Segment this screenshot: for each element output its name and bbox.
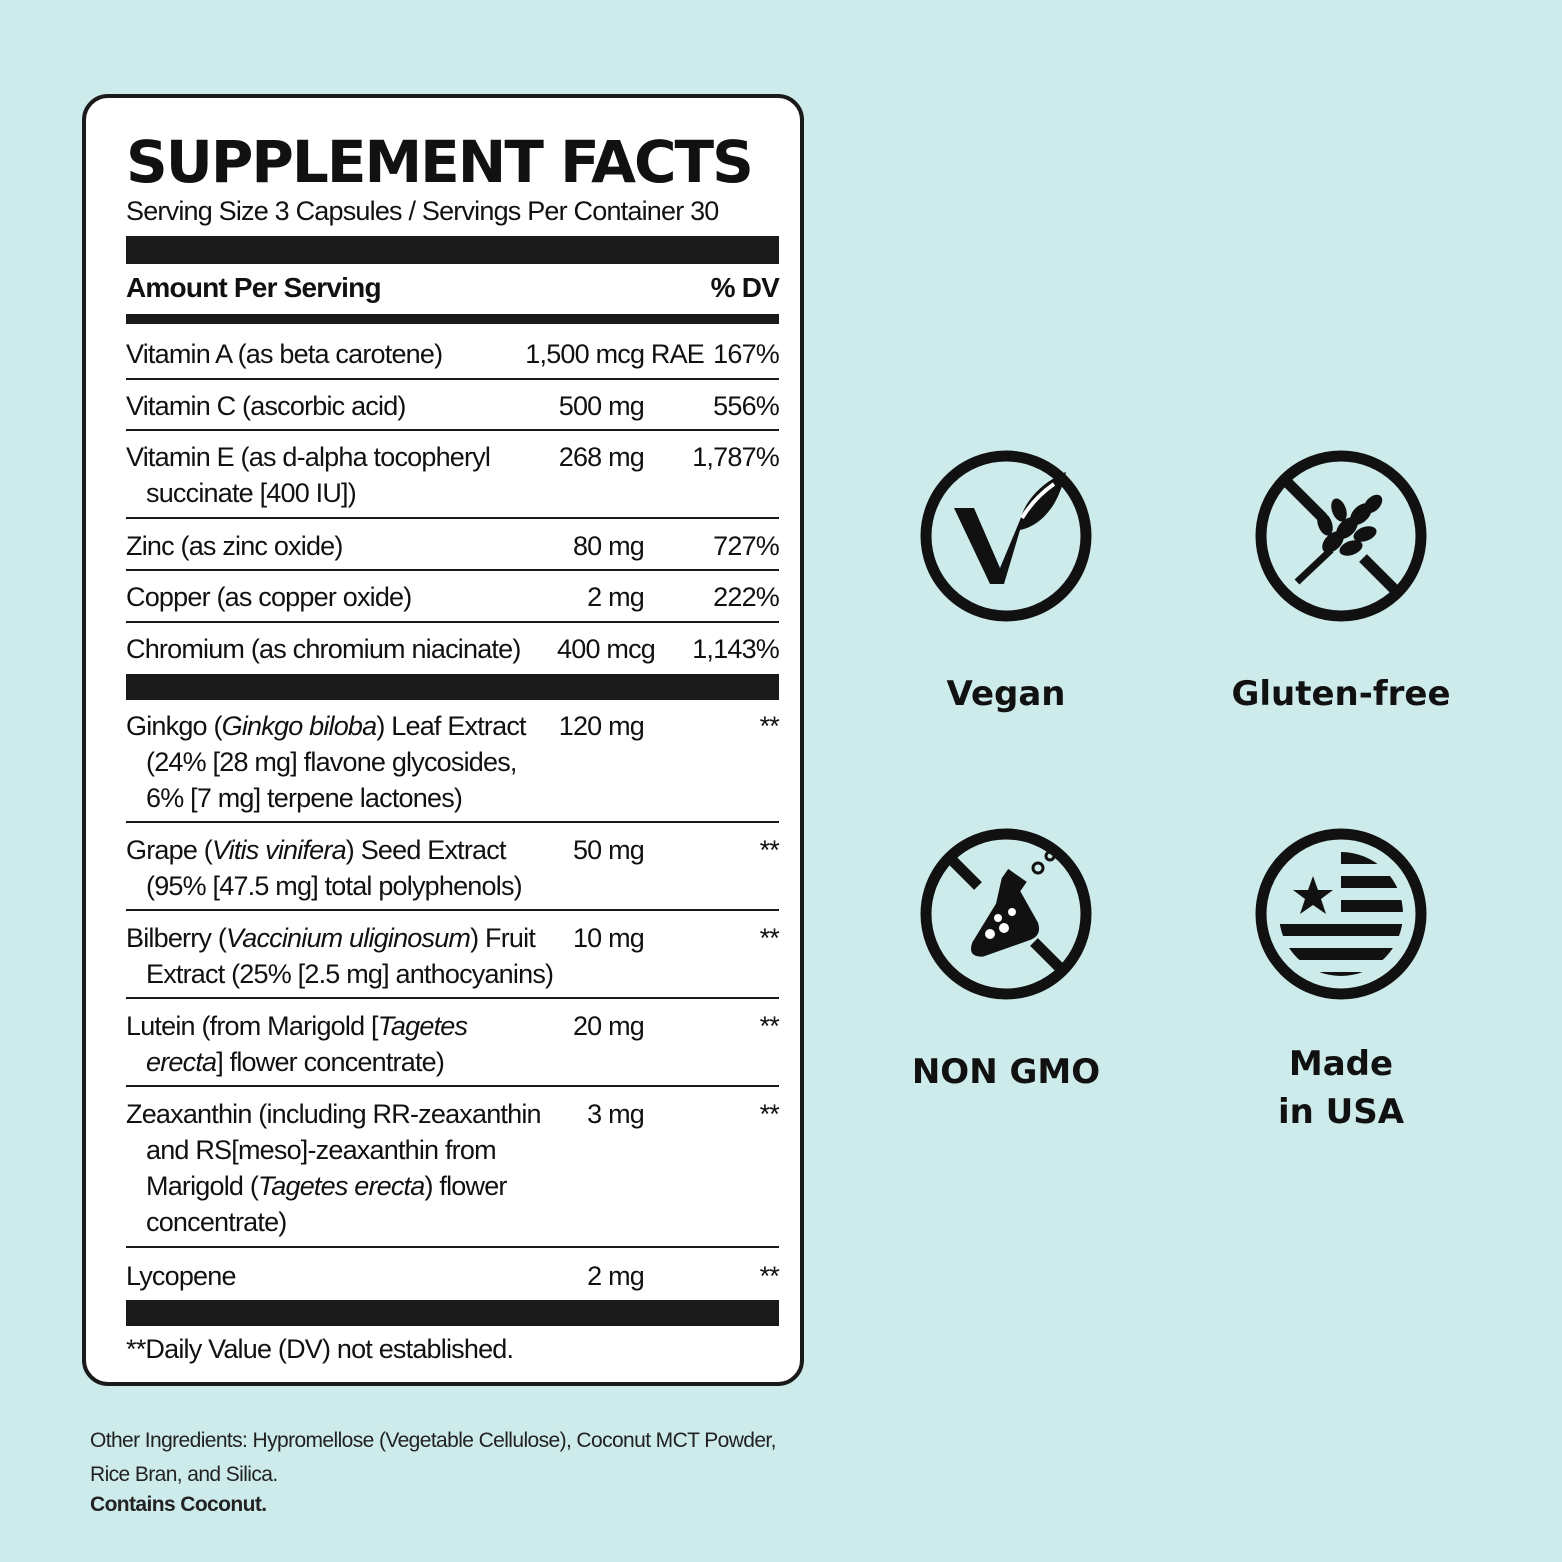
dv-label: % DV: [710, 272, 780, 303]
ingredient-detail: (24% [28 mg] flavone glycosides,: [146, 747, 517, 777]
ingredient-amount: 2 mg: [587, 1261, 645, 1291]
nutrient-amount: 2 mg: [587, 582, 645, 612]
gluten-free-wheat-icon: [1255, 450, 1427, 622]
thick-divider: [126, 1300, 779, 1326]
row-divider: [126, 429, 779, 431]
badge-label: NON GMO: [911, 1052, 1101, 1092]
nutrient-amount: 500 mg: [558, 391, 645, 421]
badge-non-gmo: NON GMO: [841, 824, 1171, 1096]
thick-divider: [126, 236, 779, 264]
non-gmo-flask-icon: [920, 828, 1092, 1000]
nutrient-amount: 80 mg: [572, 531, 645, 561]
usa-flag-icon: [1255, 828, 1427, 1000]
other-ingredients-line1: Other Ingredients: Hypromellose (Vegetab…: [90, 1429, 777, 1452]
dv-footnote: **Daily Value (DV) not established.: [126, 1334, 514, 1364]
thick-divider: [126, 674, 779, 700]
other-ingredients: Other Ingredients: Hypromellose (Vegetab…: [90, 1424, 810, 1518]
row-divider: [126, 569, 779, 571]
nutrient-name-cont: succinate [400 IU]): [146, 478, 357, 508]
serving-info: Serving Size 3 Capsules / Servings Per C…: [126, 196, 719, 226]
amount-per-serving-label: Amount Per Serving: [126, 272, 382, 303]
nutrient-dv: 167%: [713, 339, 780, 369]
ingredient-dv: **: [759, 1261, 780, 1291]
medium-divider: [126, 314, 779, 324]
nutrient-name: Vitamin E (as d-alpha tocopheryl: [126, 442, 491, 472]
other-ingredients-line2: Rice Bran, and Silica.: [90, 1463, 278, 1486]
nutrient-dv: 556%: [713, 391, 780, 421]
row-divider: [126, 909, 779, 911]
ingredient-dv: **: [759, 1011, 780, 1041]
facts-title: SUPPLEMENT FACTS: [126, 128, 754, 196]
badge-label: Vegan: [946, 674, 1066, 714]
allergen-note: Contains Coconut.: [90, 1493, 267, 1516]
nutrient-name: Zinc (as zinc oxide): [126, 531, 343, 561]
ingredient-dv: **: [759, 711, 780, 741]
ingredient-amount: 3 mg: [587, 1099, 645, 1129]
nutrient-name: Vitamin C (ascorbic acid): [126, 391, 406, 421]
ingredient-detail: (95% [47.5 mg] total polyphenols): [146, 871, 523, 901]
badge-gluten-free: Gluten-free: [1176, 446, 1506, 718]
nutrient-amount: 400 mcg: [557, 634, 656, 664]
row-divider: [126, 517, 779, 519]
ingredient-dv: **: [759, 923, 780, 953]
ingredient-amount: 10 mg: [572, 923, 645, 953]
row-divider: [126, 1085, 779, 1087]
ingredient-detail: 6% [7 mg] terpene lactones): [146, 783, 463, 813]
ingredient-amount: 120 mg: [558, 711, 645, 741]
ingredient-dv: **: [759, 835, 780, 865]
supplement-facts-panel: SUPPLEMENT FACTS Serving Size 3 Capsules…: [82, 94, 804, 1386]
row-divider: [126, 621, 779, 623]
ingredient-name: Lycopene: [126, 1261, 237, 1291]
ingredient-amount: 20 mg: [572, 1011, 645, 1041]
nutrient-dv: 1,143%: [692, 634, 780, 664]
nutrient-amount: 268 mg: [558, 442, 645, 472]
badge-label: Gluten-free: [1231, 674, 1451, 714]
nutrient-dv: 1,787%: [692, 442, 780, 472]
row-divider: [126, 997, 779, 999]
nutrient-name: Vitamin A (as beta carotene): [126, 339, 443, 369]
badge-label: Made in USA: [1277, 1044, 1405, 1132]
nutrient-name: Chromium (as chromium niacinate): [126, 634, 521, 664]
nutrient-dv: 222%: [713, 582, 780, 612]
row-divider: [126, 821, 779, 823]
badge-vegan: Vegan: [841, 446, 1171, 718]
nutrient-amount: 1,500 mcg RAE: [525, 339, 705, 369]
nutrient-dv: 727%: [713, 531, 780, 561]
ingredient-dv: **: [759, 1099, 780, 1129]
nutrient-name: Copper (as copper oxide): [126, 582, 412, 612]
row-divider: [126, 378, 779, 380]
row-divider: [126, 1246, 779, 1248]
vegan-leaf-icon: [920, 450, 1092, 622]
ingredient-amount: 50 mg: [572, 835, 645, 865]
badge-made-in-usa: Made in USA: [1176, 824, 1506, 1136]
ingredient-detail: Extract (25% [2.5 mg] anthocyanins): [146, 959, 554, 989]
